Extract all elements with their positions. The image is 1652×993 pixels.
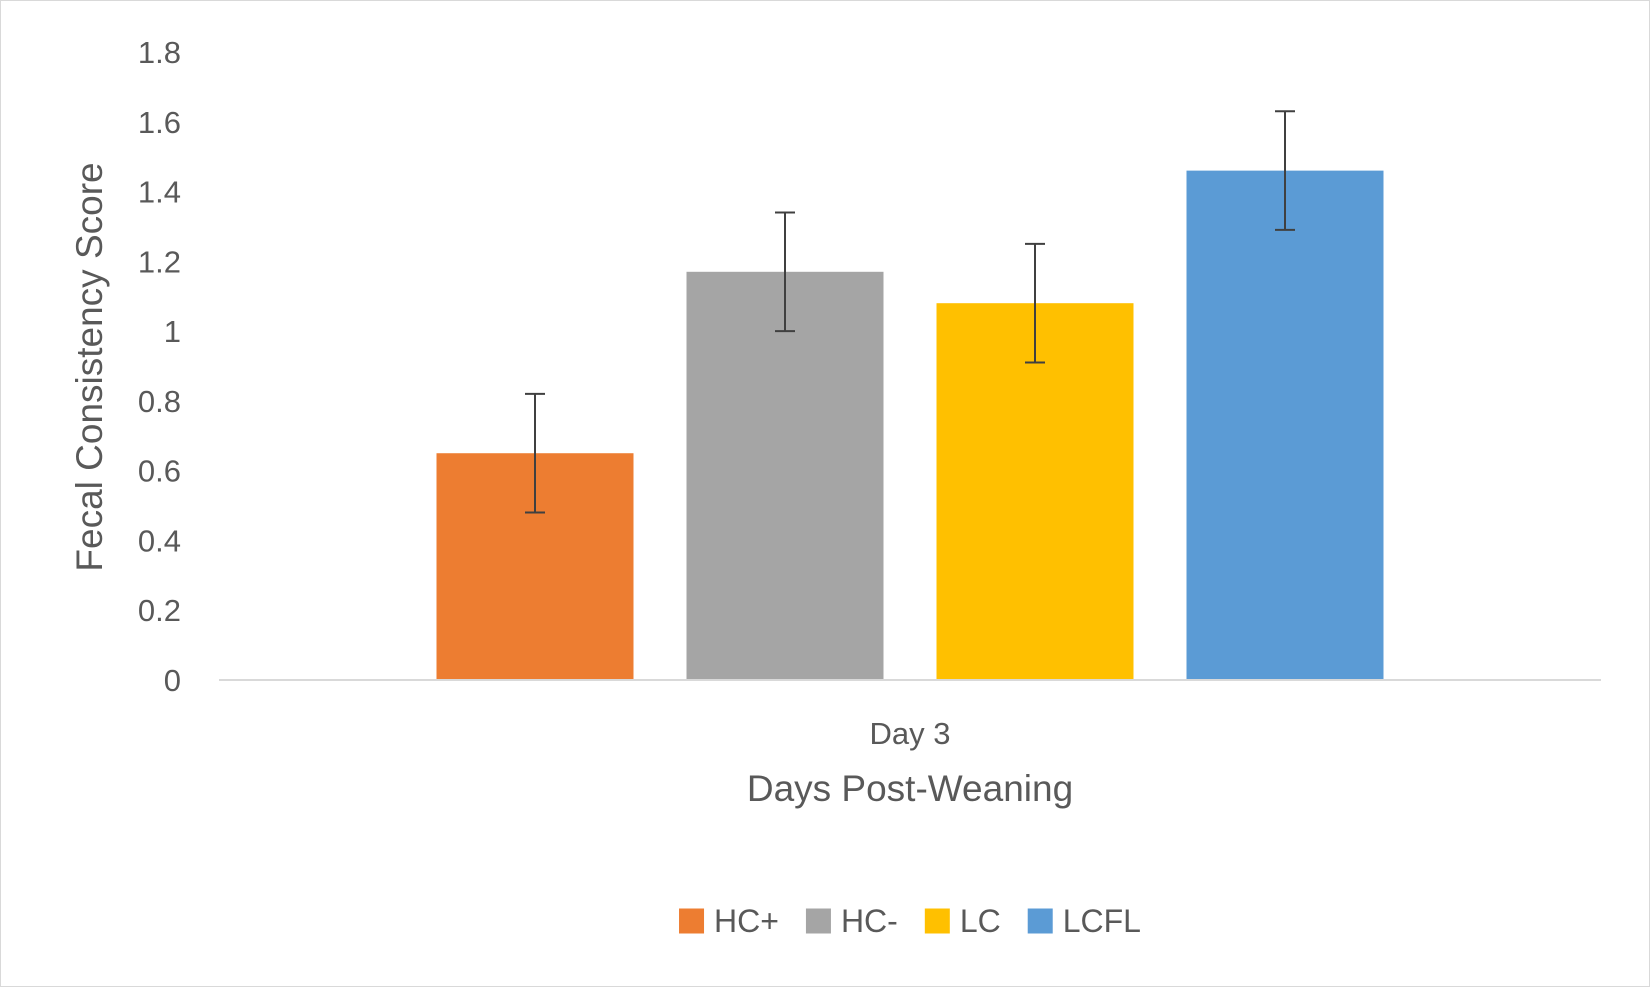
bars	[436, 170, 1384, 680]
legend-label: LCFL	[1063, 903, 1141, 939]
y-tick-label: 0	[164, 663, 181, 698]
legend-swatch	[1027, 908, 1053, 934]
legend-item: LC	[924, 903, 1001, 939]
y-tick-label: 0.2	[138, 593, 181, 628]
x-category-label: Day 3	[870, 716, 951, 751]
y-tick-label: 1.2	[138, 244, 181, 279]
legend-label: HC+	[714, 903, 779, 939]
y-tick-label: 0.8	[138, 384, 181, 419]
y-axis-ticks: 0 0.2 0.4 0.6 0.8 1 1.2 1.4 1.6 1.8	[138, 35, 181, 698]
y-tick-label: 1	[164, 314, 181, 349]
x-axis-categories: Day 3	[870, 716, 951, 751]
legend-item: HC+	[679, 903, 779, 939]
legend-swatch	[805, 908, 831, 934]
bar-hc	[686, 271, 884, 680]
legend: HC+ HC- LC LCFL	[679, 903, 1141, 939]
legend-item: HC-	[805, 903, 898, 939]
y-axis-title: Fecal Consistency Score	[69, 162, 110, 571]
bar-lc	[936, 303, 1134, 680]
legend-swatch	[679, 908, 705, 934]
legend-item: LCFL	[1027, 903, 1141, 939]
bar-lcfl	[1186, 170, 1384, 680]
legend-label: LC	[960, 903, 1001, 939]
x-axis-title: Days Post-Weaning	[747, 768, 1073, 809]
legend-label: HC-	[841, 903, 898, 939]
y-tick-label: 0.6	[138, 454, 181, 489]
y-tick-label: 1.8	[138, 35, 181, 70]
y-tick-label: 0.4	[138, 523, 181, 558]
legend-swatch	[924, 908, 950, 934]
y-tick-label: 1.4	[138, 175, 181, 210]
y-tick-label: 1.6	[138, 105, 181, 140]
error-bars	[525, 110, 1295, 514]
